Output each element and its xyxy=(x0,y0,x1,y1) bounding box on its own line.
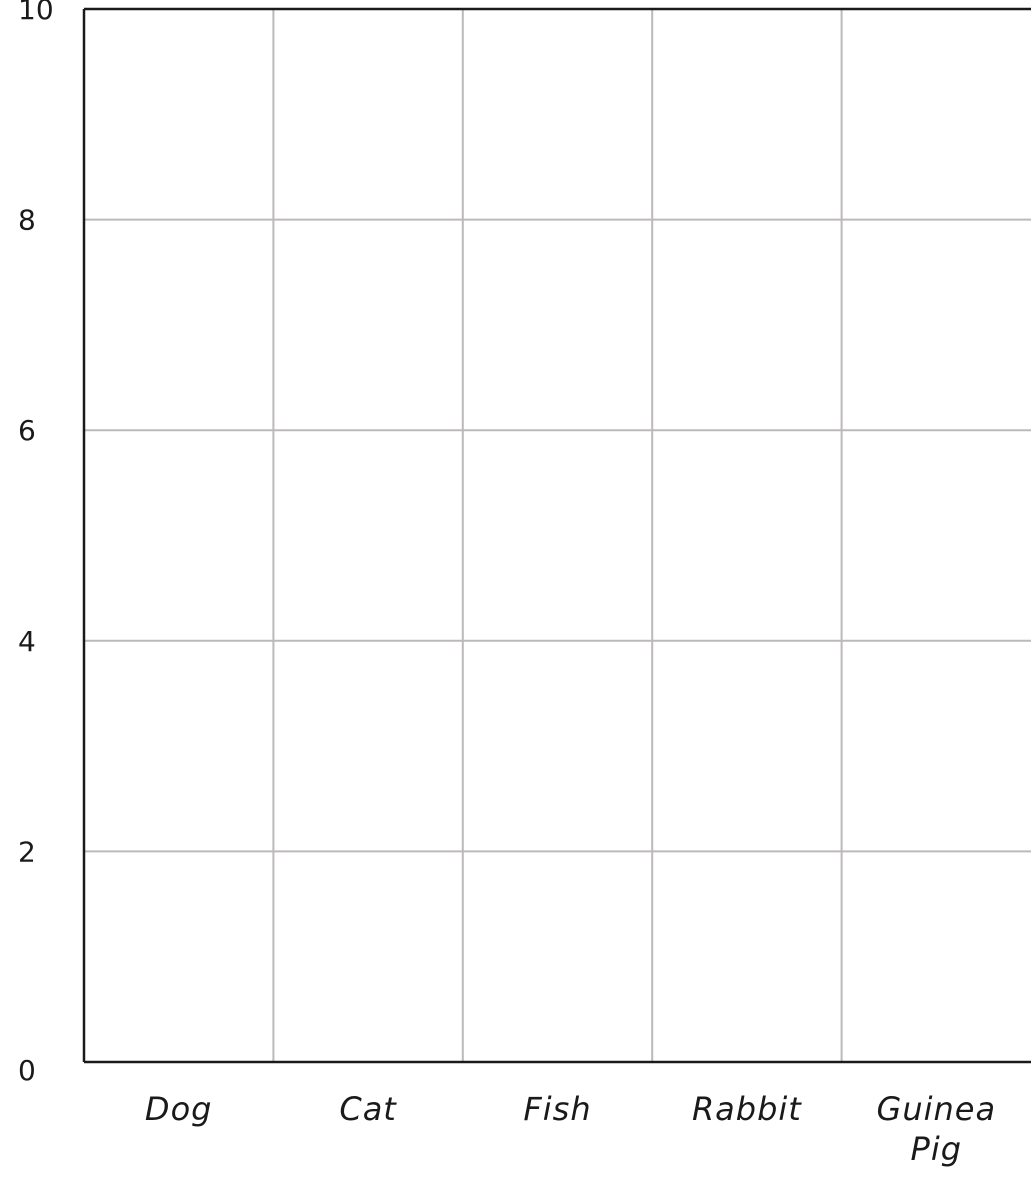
axes xyxy=(82,7,1031,1064)
x-category-label: Guinea Pig xyxy=(877,1090,997,1168)
y-tick-label: 0 xyxy=(18,1054,36,1087)
x-category-labels: Dog Cat Fish Rabbit Guinea Pig xyxy=(145,1090,997,1168)
y-tick-label: 4 xyxy=(18,625,36,658)
y-tick-labels: 0 2 4 6 8 10 xyxy=(18,0,54,1087)
x-category-label: Cat xyxy=(339,1090,397,1128)
x-category-label: Dog xyxy=(145,1090,213,1128)
y-tick-label: 2 xyxy=(18,835,36,868)
gridlines xyxy=(84,8,1031,1062)
y-tick-label: 10 xyxy=(18,0,54,26)
y-tick-label: 6 xyxy=(18,414,36,447)
x-category-label: Rabbit xyxy=(692,1090,802,1128)
x-category-label: Fish xyxy=(523,1090,591,1128)
y-tick-label: 8 xyxy=(18,204,36,237)
